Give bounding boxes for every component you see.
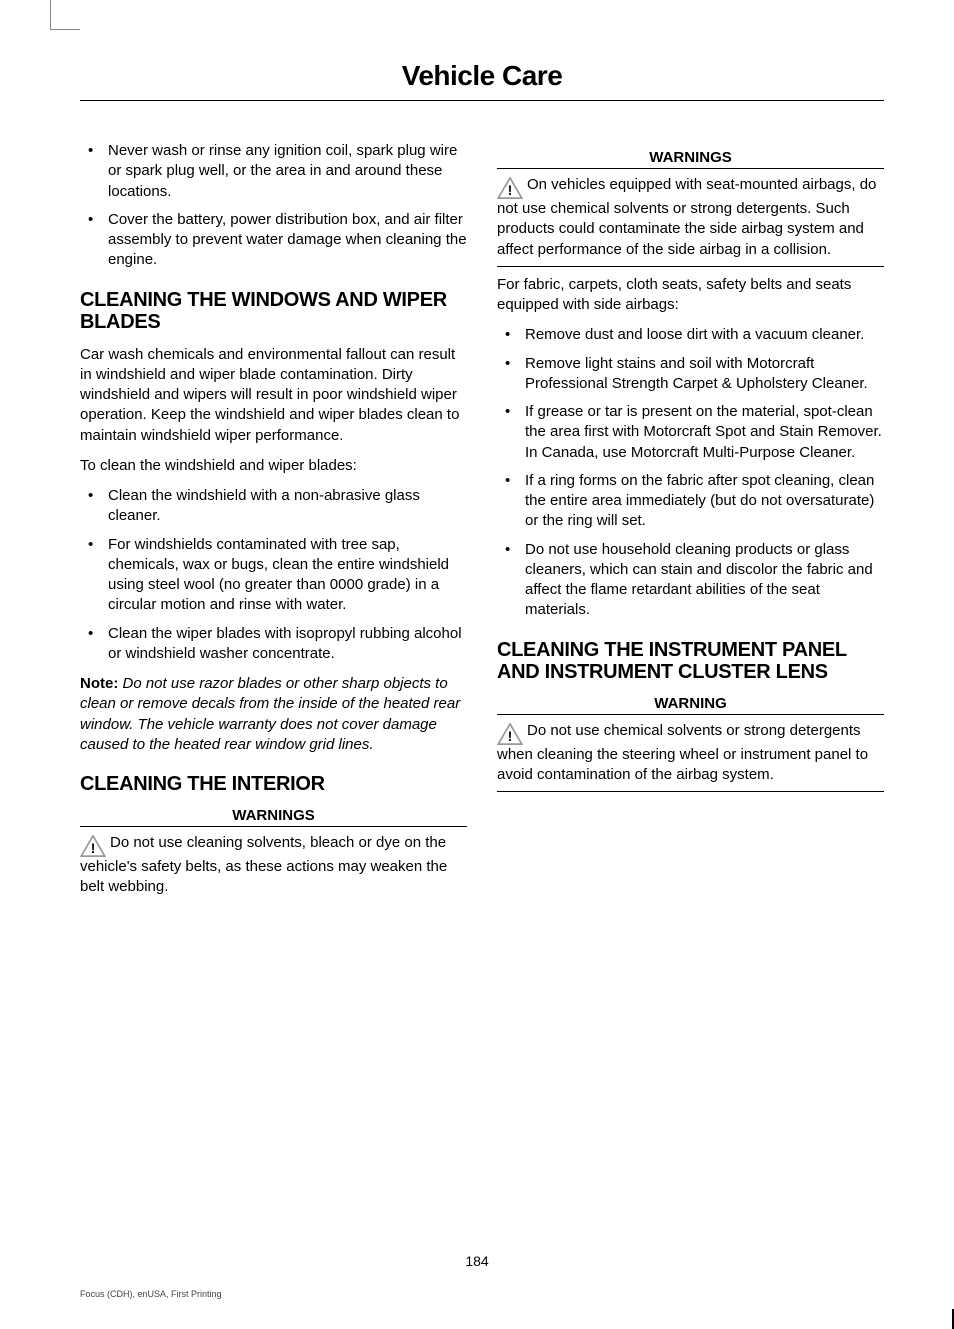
section-heading-windows: CLEANING THE WINDOWS AND WIPER BLADES xyxy=(80,289,467,333)
warning-text: Do not use chemical solvents or strong d… xyxy=(497,722,868,783)
footer-meta: Focus (CDH), enUSA, First Printing xyxy=(80,1289,222,1299)
warning-block: ! On vehicles equipped with seat-mounted… xyxy=(497,175,884,267)
list-item: If grease or tar is present on the mater… xyxy=(497,402,884,463)
list-item: Clean the wiper blades with isopropyl ru… xyxy=(80,624,467,665)
note-text: Do not use razor blades or other sharp o… xyxy=(80,675,460,753)
right-column: WARNINGS ! On vehicles equipped with sea… xyxy=(497,141,884,906)
fabric-care-bullets: Remove dust and loose dirt with a vacuum… xyxy=(497,325,884,620)
paragraph: For fabric, carpets, cloth seats, safety… xyxy=(497,275,884,316)
section-heading-instrument: CLEANING THE INSTRUMENT PANEL AND INSTRU… xyxy=(497,639,884,683)
list-item: Never wash or rinse any ignition coil, s… xyxy=(80,141,467,202)
svg-text:!: ! xyxy=(508,183,513,198)
note-label: Note: xyxy=(80,675,118,692)
note-paragraph: Note: Do not use razor blades or other s… xyxy=(80,674,467,755)
warning-triangle-icon: ! xyxy=(497,723,523,745)
page-number: 184 xyxy=(0,1253,954,1269)
list-item: Remove dust and loose dirt with a vacuum… xyxy=(497,325,884,345)
warning-heading-single: WARNING xyxy=(497,695,884,715)
warning-text: Do not use cleaning solvents, bleach or … xyxy=(80,834,447,895)
content-columns: Never wash or rinse any ignition coil, s… xyxy=(80,141,884,906)
chapter-title: Vehicle Care xyxy=(80,60,884,101)
paragraph: Car wash chemicals and environmental fal… xyxy=(80,345,467,446)
left-column: Never wash or rinse any ignition coil, s… xyxy=(80,141,467,906)
windshield-bullets: Clean the windshield with a non-abrasive… xyxy=(80,486,467,664)
list-item: Do not use household cleaning products o… xyxy=(497,540,884,621)
svg-text:!: ! xyxy=(91,841,96,856)
warnings-heading: WARNINGS xyxy=(80,807,467,827)
warnings-heading: WARNINGS xyxy=(497,149,884,169)
svg-text:!: ! xyxy=(508,728,513,743)
crop-mark-top-left xyxy=(50,0,80,30)
list-item: Clean the windshield with a non-abrasive… xyxy=(80,486,467,527)
warning-block: ! Do not use chemical solvents or strong… xyxy=(497,721,884,793)
warning-block: ! Do not use cleaning solvents, bleach o… xyxy=(80,833,467,898)
warning-text: On vehicles equipped with seat-mounted a… xyxy=(497,176,876,258)
paragraph: To clean the windshield and wiper blades… xyxy=(80,456,467,476)
warning-triangle-icon: ! xyxy=(497,177,523,199)
list-item: Cover the battery, power distribution bo… xyxy=(80,210,467,271)
list-item: If a ring forms on the fabric after spot… xyxy=(497,471,884,532)
list-item: Remove light stains and soil with Motorc… xyxy=(497,354,884,395)
intro-bullets: Never wash or rinse any ignition coil, s… xyxy=(80,141,467,271)
warning-triangle-icon: ! xyxy=(80,835,106,857)
list-item: For windshields contaminated with tree s… xyxy=(80,535,467,616)
section-heading-interior: CLEANING THE INTERIOR xyxy=(80,773,467,795)
